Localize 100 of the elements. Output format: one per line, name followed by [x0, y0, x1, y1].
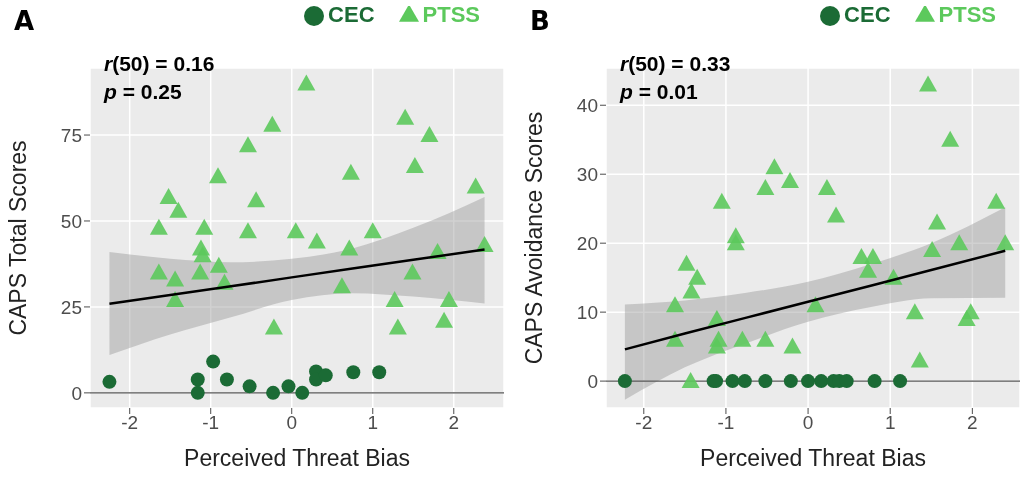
- y-tick-label: 10: [576, 301, 598, 323]
- point: [166, 291, 185, 308]
- point: [206, 354, 221, 369]
- point: [332, 277, 351, 294]
- point: [756, 330, 775, 347]
- point: [209, 256, 228, 273]
- point: [905, 303, 924, 320]
- annotation: r(50) = 0.16: [104, 51, 215, 77]
- point: [996, 234, 1015, 251]
- point: [238, 222, 257, 239]
- y-axis-title: CAPS Avoidance Scores: [521, 111, 548, 365]
- point: [806, 296, 825, 313]
- point: [286, 222, 305, 239]
- point: [159, 187, 178, 204]
- x-tick-label: -2: [635, 412, 653, 434]
- point: [341, 163, 360, 180]
- point: [435, 311, 454, 328]
- point: [781, 172, 799, 189]
- point: [195, 218, 214, 235]
- y-tick-label: 75: [60, 124, 82, 146]
- x-tick-label: -1: [202, 412, 220, 434]
- point: [756, 179, 775, 195]
- point: [193, 246, 212, 263]
- point: [919, 75, 937, 92]
- point: [372, 365, 387, 380]
- y-tick-label: 50: [60, 210, 82, 232]
- chart-title: A: [14, 6, 35, 36]
- legend-label: CEC: [328, 2, 375, 27]
- point: [420, 126, 439, 143]
- point: [281, 379, 296, 394]
- x-tick-label: 0: [802, 412, 814, 434]
- point: [950, 234, 969, 251]
- point: [297, 74, 316, 91]
- point: [191, 263, 210, 280]
- point: [758, 374, 773, 389]
- x-tick-label: 2: [967, 412, 978, 434]
- point: [893, 374, 908, 389]
- point: [209, 167, 228, 184]
- point: [682, 282, 701, 299]
- point: [677, 254, 696, 271]
- point: [219, 372, 234, 387]
- point: [439, 291, 458, 308]
- x-axis-title: Perceived Threat Bias: [184, 445, 410, 471]
- point: [941, 130, 960, 147]
- point: [817, 179, 836, 195]
- point: [385, 291, 404, 308]
- annotation: r(50) = 0.33: [620, 51, 731, 77]
- chart-title: B: [530, 6, 550, 36]
- point: [396, 108, 415, 125]
- x-tick-label: -1: [717, 412, 735, 434]
- point: [617, 374, 632, 389]
- point: [783, 374, 798, 389]
- point: [707, 337, 726, 354]
- point: [263, 115, 282, 132]
- point: [681, 372, 700, 389]
- point: [712, 192, 731, 209]
- point: [149, 263, 168, 280]
- point: [910, 351, 929, 368]
- point: [867, 374, 882, 389]
- point: [149, 218, 168, 235]
- point: [169, 201, 188, 218]
- y-tick-label: 20: [576, 232, 598, 254]
- x-tick-label: -2: [121, 412, 139, 434]
- point: [307, 232, 326, 249]
- point: [733, 330, 752, 347]
- x-tick-label: 0: [286, 412, 298, 434]
- point: [405, 156, 424, 173]
- point: [737, 374, 752, 389]
- y-tick-label: 0: [587, 370, 598, 392]
- point: [363, 222, 382, 239]
- point: [403, 263, 422, 280]
- point: [166, 270, 185, 287]
- y-tick-label: 25: [60, 296, 82, 318]
- point: [827, 206, 845, 223]
- point: [466, 177, 485, 194]
- annotation: p = 0.25: [104, 79, 183, 105]
- point: [783, 337, 802, 354]
- point: [666, 296, 684, 313]
- point: [238, 136, 257, 153]
- x-tick-label: 1: [367, 412, 379, 434]
- legend-label: PTSS: [938, 2, 996, 27]
- point: [814, 374, 829, 389]
- point: [247, 191, 266, 208]
- legend-label: CEC: [844, 2, 891, 27]
- point: [801, 374, 816, 389]
- point: [923, 241, 942, 258]
- point: [266, 385, 281, 400]
- point: [388, 318, 407, 335]
- y-axis-title: CAPS Total Scores: [5, 140, 32, 336]
- y-tick-label: 30: [576, 163, 598, 185]
- y-tick-label: 40: [576, 94, 598, 116]
- point: [928, 213, 947, 230]
- point: [725, 374, 740, 389]
- point: [340, 239, 359, 256]
- point: [957, 310, 976, 327]
- y-tick-label: 0: [71, 382, 82, 404]
- legend-label: PTSS: [422, 2, 480, 27]
- point: [102, 374, 117, 389]
- point: [726, 234, 745, 251]
- point: [346, 365, 361, 380]
